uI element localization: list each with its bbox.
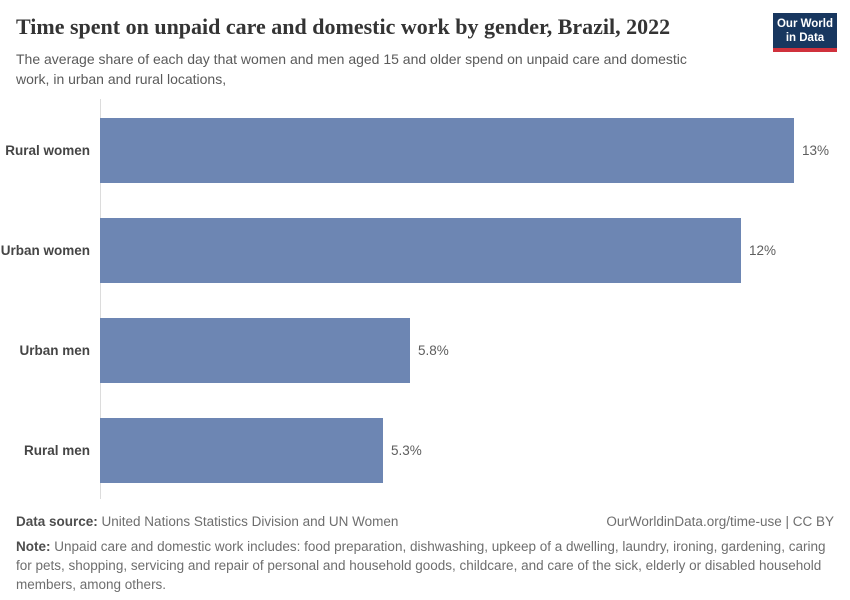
note-text: Unpaid care and domestic work includes: … [16, 539, 826, 592]
y-axis-line [100, 99, 101, 499]
bar[interactable] [100, 318, 410, 383]
owid-logo-line2: in Data [785, 32, 825, 44]
bar[interactable] [100, 218, 741, 283]
category-label: Urban men [19, 343, 90, 358]
value-label: 5.3% [391, 443, 422, 458]
bar-row: Rural women 13% [0, 118, 850, 183]
data-source-label: Data source: [16, 514, 98, 529]
page-title: Time spent on unpaid care and domestic w… [16, 14, 671, 39]
value-label: 12% [749, 243, 777, 258]
category-label: Rural women [5, 143, 90, 158]
bar[interactable] [100, 118, 794, 183]
owid-logo-line1: Our World [776, 18, 833, 30]
category-label: Rural men [23, 443, 90, 458]
owid-logo: Our World in Data [773, 13, 837, 52]
value-label: 13% [802, 143, 830, 158]
chart-subtitle: The average share of each day that women… [16, 51, 687, 87]
data-source-text: United Nations Statistics Division and U… [97, 514, 399, 529]
value-label: 5.8% [418, 343, 449, 358]
data-source: Data source: United Nations Statistics D… [16, 513, 398, 531]
category-label: Urban women [0, 243, 90, 258]
bar-row: Urban men 5.8% [0, 318, 850, 383]
bar-row: Urban women 12% [0, 218, 850, 283]
footer-note: Note: Unpaid care and domestic work incl… [16, 537, 836, 594]
bar[interactable] [100, 418, 383, 483]
bar-row: Rural men 5.3% [0, 418, 850, 483]
attribution-link[interactable]: OurWorldinData.org/time-use | CC BY [606, 514, 834, 529]
note-label: Note: [16, 539, 51, 554]
footer-source-row: Data source: United Nations Statistics D… [16, 513, 834, 531]
